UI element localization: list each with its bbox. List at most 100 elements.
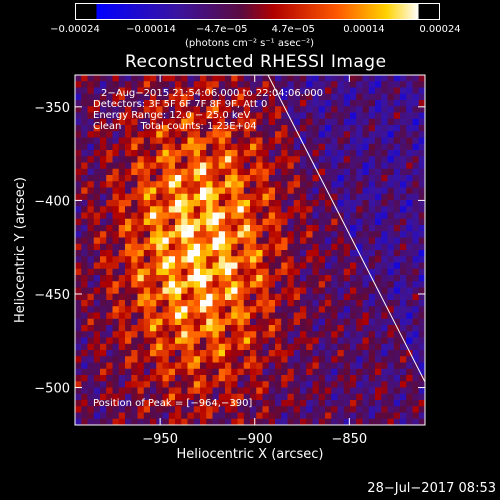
- heatmap-cell: [400, 162, 407, 170]
- heatmap-cell: [412, 100, 420, 107]
- heatmap-cell: [200, 418, 207, 425]
- heatmap-cell: [337, 356, 345, 363]
- heatmap-cell: [137, 275, 145, 282]
- heatmap-cell: [206, 275, 213, 282]
- heatmap-cell: [318, 362, 326, 370]
- heatmap-cell: [81, 287, 88, 295]
- heatmap-cell: [137, 225, 145, 232]
- heatmap-cell: [262, 181, 270, 188]
- heatmap-cell: [225, 318, 232, 326]
- heatmap-cell: [318, 143, 326, 151]
- heatmap-cell: [331, 406, 338, 413]
- heatmap-cell: [75, 125, 82, 132]
- heatmap-cell: [87, 231, 95, 238]
- heatmap-cell: [375, 387, 382, 395]
- heatmap-cell: [331, 262, 338, 270]
- heatmap-cell: [231, 368, 238, 376]
- heatmap-cell: [312, 293, 320, 301]
- heatmap-cell: [162, 325, 170, 332]
- heatmap-cell: [206, 212, 213, 220]
- heatmap-cell: [300, 350, 307, 357]
- heatmap-cell: [237, 406, 245, 413]
- heatmap-cell: [412, 218, 420, 226]
- heatmap-cell: [387, 293, 395, 301]
- heatmap-cell: [312, 243, 320, 251]
- heatmap-cell: [406, 87, 413, 95]
- heatmap-cell: [412, 287, 420, 295]
- heatmap-cell: [343, 381, 351, 388]
- heatmap-cell: [231, 125, 238, 132]
- heatmap-cell: [356, 331, 363, 338]
- heatmap-cell: [362, 237, 370, 245]
- heatmap-cell: [393, 381, 401, 388]
- heatmap-cell: [368, 312, 376, 320]
- heatmap-cell: [412, 293, 420, 301]
- heatmap-cell: [200, 162, 207, 170]
- heatmap-cell: [162, 306, 170, 313]
- heatmap-cell: [400, 156, 407, 163]
- heatmap-cell: [200, 350, 207, 357]
- heatmap-cell: [243, 343, 251, 351]
- heatmap-cell: [156, 362, 163, 370]
- heatmap-cell: [175, 87, 182, 95]
- heatmap-cell: [387, 237, 395, 245]
- heatmap-cell: [393, 81, 401, 88]
- heatmap-cell: [256, 362, 263, 370]
- heatmap-cell: [100, 106, 107, 113]
- heatmap-cell: [337, 287, 345, 295]
- heatmap-cell: [237, 325, 245, 332]
- heatmap-cell: [168, 100, 176, 107]
- heatmap-cell: [287, 212, 295, 220]
- heatmap-cell: [287, 400, 295, 407]
- heatmap-cell: [187, 275, 195, 282]
- heatmap-cell: [137, 193, 145, 201]
- heatmap-cell: [300, 281, 307, 288]
- heatmap-cell: [87, 412, 95, 420]
- heatmap-cell: [187, 125, 195, 132]
- heatmap-cell: [325, 312, 332, 320]
- heatmap-cell: [287, 93, 295, 101]
- heatmap-cell: [156, 75, 163, 82]
- heatmap-cell: [325, 200, 332, 207]
- heatmap-cell: [375, 193, 382, 201]
- heatmap-cell: [256, 337, 263, 345]
- heatmap-cell: [243, 106, 251, 113]
- heatmap-cell: [300, 206, 307, 213]
- heatmap-cell: [331, 331, 338, 338]
- heatmap-cell: [181, 300, 188, 307]
- heatmap-cell: [212, 331, 220, 338]
- y-axis: −350−400−450−500: [34, 101, 425, 397]
- heatmap-cell: [387, 168, 395, 176]
- heatmap-cell: [287, 250, 295, 257]
- heatmap-cell: [412, 156, 420, 163]
- heatmap-cell: [256, 175, 263, 182]
- heatmap-cell: [243, 387, 251, 395]
- heatmap-cell: [406, 362, 413, 370]
- heatmap-cell: [200, 368, 207, 376]
- heatmap-cell: [406, 218, 413, 226]
- heatmap-cell: [218, 343, 226, 351]
- heatmap-cell: [381, 281, 388, 288]
- heatmap-cell: [156, 262, 163, 270]
- heatmap-cell: [106, 337, 113, 345]
- heatmap-cell: [200, 87, 207, 95]
- heatmap-cell: [162, 175, 170, 182]
- heatmap-cell: [156, 275, 163, 282]
- heatmap-cell: [100, 143, 107, 151]
- heatmap-cell: [393, 343, 401, 351]
- heatmap-cell: [300, 275, 307, 282]
- heatmap-cell: [400, 281, 407, 288]
- heatmap-cell: [81, 237, 88, 245]
- heatmap-cell: [143, 306, 151, 313]
- heatmap-cell: [218, 231, 226, 238]
- heatmap-cell: [275, 131, 282, 138]
- colorbar-tick-label: −4.7e−05: [195, 24, 248, 35]
- heatmap-cell: [100, 375, 107, 382]
- heatmap-cell: [112, 400, 120, 407]
- heatmap-cell: [112, 381, 120, 388]
- heatmap-cell: [93, 218, 101, 226]
- heatmap-cell: [168, 381, 176, 388]
- heatmap-cell: [100, 281, 107, 288]
- heatmap-cell: [237, 275, 245, 282]
- heatmap-cell: [318, 168, 326, 176]
